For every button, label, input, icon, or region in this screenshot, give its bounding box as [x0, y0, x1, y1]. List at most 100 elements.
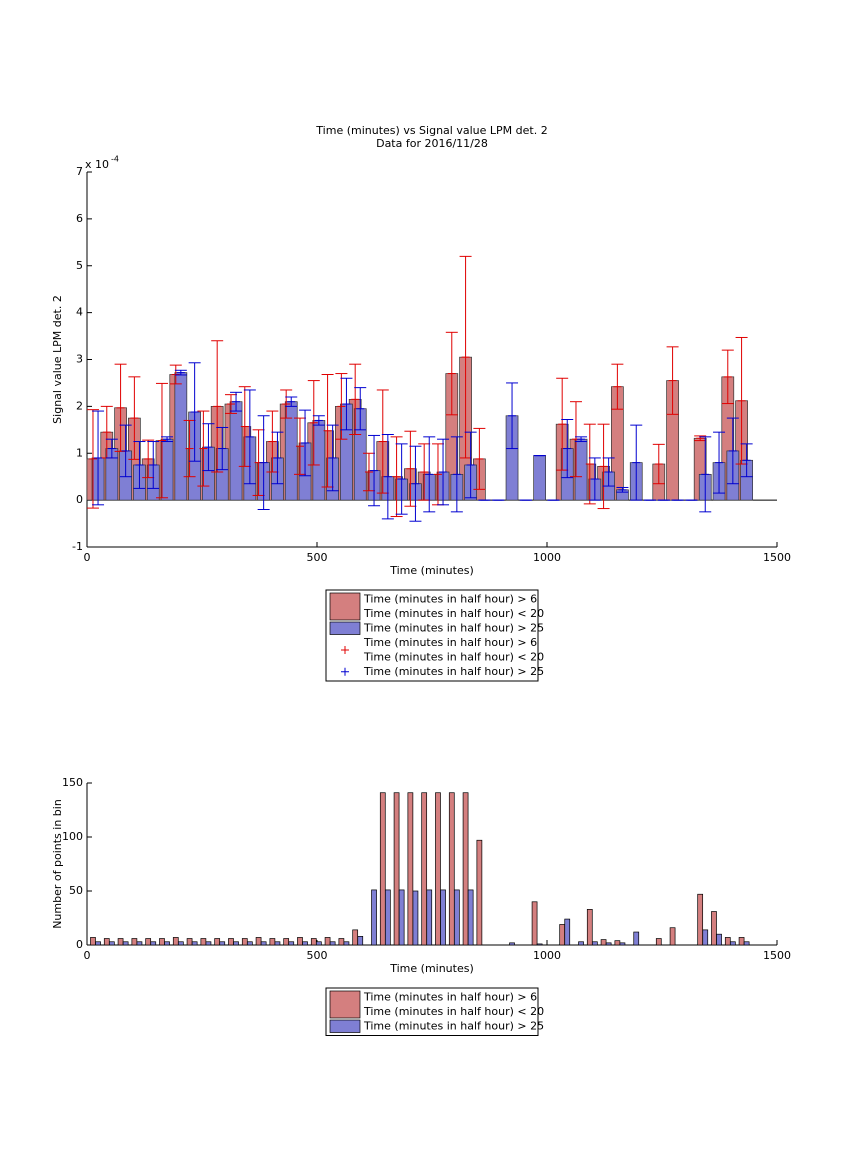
legend-swatch: [329, 621, 361, 635]
error-bar: [694, 435, 707, 442]
legend-label: Time (minutes in half hour) > 25: [363, 1019, 544, 1032]
error-bar: [556, 377, 569, 471]
error-bar: [666, 346, 679, 415]
chart-title: Time (minutes) vs Signal value LPM det. …: [315, 124, 547, 137]
bar: [241, 938, 248, 946]
y-tick-label: 4: [76, 306, 83, 319]
legend-label: Time (minutes in half hour) < 20: [363, 650, 544, 663]
bar: [536, 943, 543, 946]
legend-swatch: [329, 592, 361, 621]
error-bar: [202, 423, 215, 472]
y-tick-label: 150: [62, 776, 83, 789]
error-bar: [390, 436, 403, 518]
bar: [329, 941, 336, 946]
bar: [164, 941, 170, 946]
y-tick-label: 0: [76, 493, 83, 506]
bar: [186, 938, 193, 946]
bar: [633, 931, 640, 946]
error-bar: [335, 373, 348, 440]
bar: [274, 941, 281, 946]
error-bar: [147, 441, 160, 489]
error-bar: [459, 255, 472, 459]
error-bar: [188, 362, 201, 462]
bar: [117, 938, 124, 946]
error-bar: [597, 423, 610, 510]
bar: [315, 941, 322, 946]
error-bar: [216, 426, 229, 471]
bar: [246, 941, 253, 946]
error-bar: [575, 436, 588, 443]
error-bar: [395, 443, 408, 515]
bar: [205, 941, 212, 946]
bar: [467, 889, 474, 946]
error-bar: [257, 415, 270, 510]
error-bar: [588, 457, 601, 501]
bar: [531, 901, 538, 946]
bar: [462, 792, 469, 946]
error-bar: [376, 389, 389, 494]
bar: [476, 839, 483, 946]
bar: [352, 929, 359, 946]
error-bar: [285, 396, 298, 407]
bar: [426, 889, 433, 946]
x-tick-label: 1000: [533, 551, 561, 564]
bar: [229, 401, 243, 501]
error-bar: [616, 486, 629, 493]
y-tick-label: 3: [76, 353, 83, 366]
x-axis-label: Time (minutes): [389, 564, 474, 577]
error-bar: [473, 427, 486, 490]
error-bar: [271, 431, 284, 485]
error-bar: [349, 363, 362, 435]
error-bar: [418, 443, 431, 501]
bar: [393, 792, 400, 946]
error-bar: [445, 331, 458, 416]
bar: [172, 937, 179, 946]
bar: [379, 792, 386, 946]
bar: [103, 938, 110, 946]
legend-label: Time (minutes in half hour) < 20: [363, 607, 544, 620]
error-bar: [133, 441, 146, 489]
error-bar: [423, 436, 436, 513]
error-bar: [354, 387, 367, 431]
error-bar: [119, 424, 132, 478]
bar: [711, 911, 717, 946]
bar: [421, 792, 428, 946]
bar: [412, 890, 419, 946]
bar: [160, 438, 174, 501]
error-bar: [740, 443, 753, 478]
bar: [697, 893, 704, 946]
bar: [729, 941, 736, 946]
y-tick-label: 1: [76, 446, 83, 459]
error-bar: [299, 409, 312, 477]
error-bar: [381, 434, 394, 520]
bar: [191, 941, 198, 946]
bar: [343, 941, 350, 946]
bar: [145, 938, 152, 946]
bar: [578, 941, 584, 946]
bar: [219, 941, 226, 946]
error-bar: [238, 386, 251, 467]
x-tick-label: 500: [307, 949, 328, 962]
bar: [297, 937, 303, 946]
bar: [174, 372, 188, 501]
bar: [90, 937, 96, 946]
error-bar: [155, 382, 168, 499]
error-bar: [362, 452, 375, 492]
bar: [564, 918, 571, 946]
error-bar: [142, 439, 155, 479]
bar: [605, 942, 612, 946]
bar: [407, 792, 414, 946]
bar: [214, 938, 221, 946]
y-tick-label: 2: [76, 399, 83, 412]
x-tick-label: 1500: [763, 949, 791, 962]
x-tick-label: 500: [307, 551, 328, 564]
bar: [509, 942, 515, 946]
legend-label: Time (minutes in half hour) > 6: [363, 592, 537, 605]
error-bar: [506, 382, 519, 450]
error-bar: [583, 423, 596, 505]
error-bar: [326, 424, 339, 492]
error-bar: [404, 430, 417, 507]
error-bar: [211, 340, 224, 473]
bar: [324, 937, 331, 946]
